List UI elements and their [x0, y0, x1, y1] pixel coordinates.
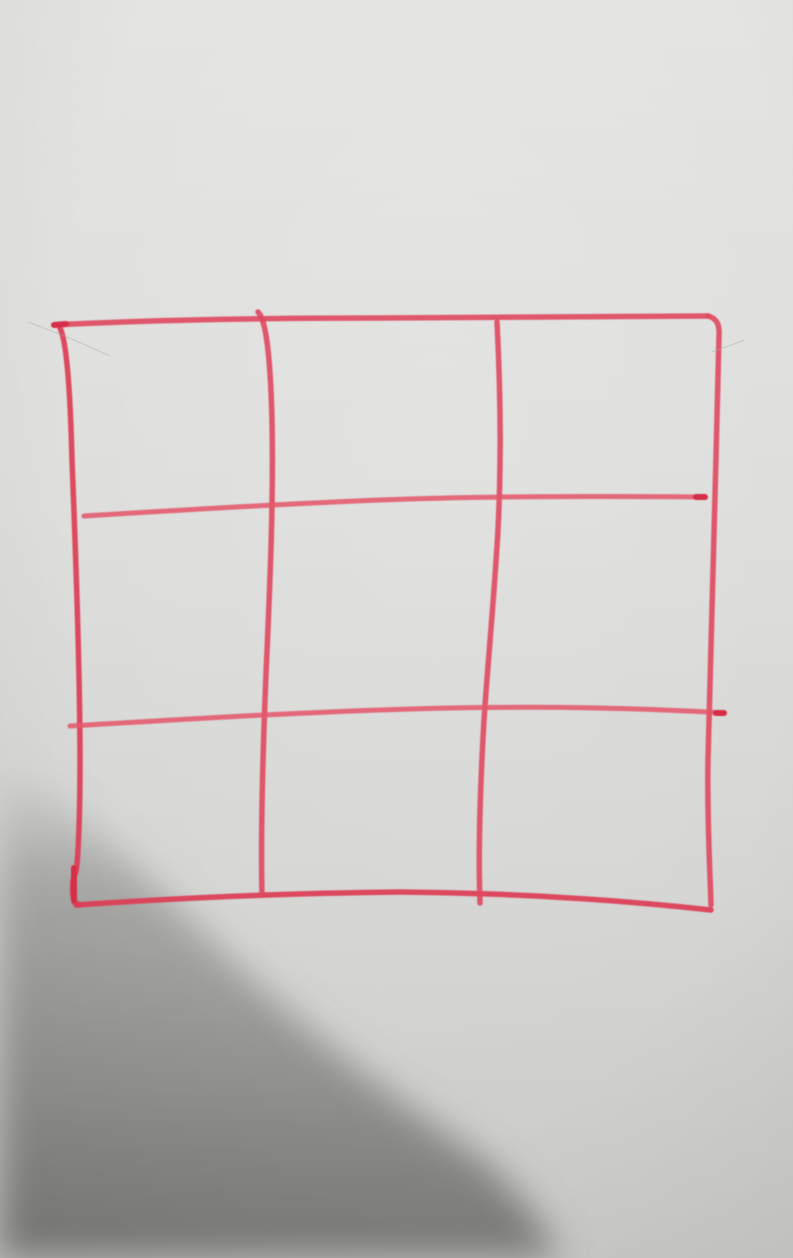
grid-border-top [51, 313, 711, 328]
grid-border-left [57, 325, 83, 908]
grid-line-horizontal-2 [67, 704, 727, 729]
grid-line-vertical-1 [255, 309, 276, 898]
grid-border-bottom [73, 889, 714, 913]
pencil-guide-left [27, 321, 111, 357]
grid-line-vertical-2 [476, 319, 503, 906]
grid-border-right [705, 313, 722, 908]
grid-line-horizontal-1 [81, 493, 707, 519]
pencil-guide-right [711, 339, 745, 353]
ink-mark-top-left [51, 321, 69, 328]
hand-shadow [0, 760, 560, 1258]
